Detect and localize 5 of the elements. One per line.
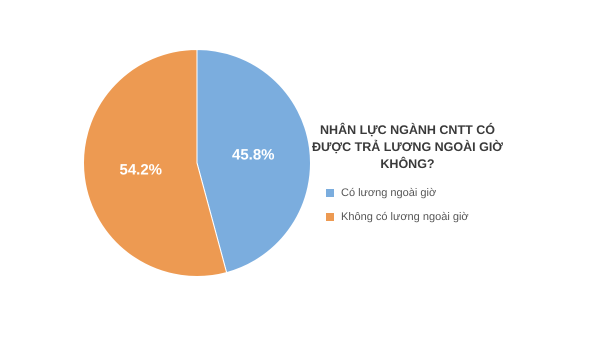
text: NHÂN LỰC NGÀNH CNTT CÓ ĐƯỢC TRẢ LƯƠNG NGOÀI GIỜ KHÔNG?	[311, 122, 504, 173]
data-label: 54.2%	[119, 162, 162, 179]
legend-label: Không có lương ngoài giờ	[341, 211, 469, 223]
data-label: 45.8%	[232, 146, 275, 164]
legend-label: Có lương ngoài giờ	[341, 187, 436, 199]
